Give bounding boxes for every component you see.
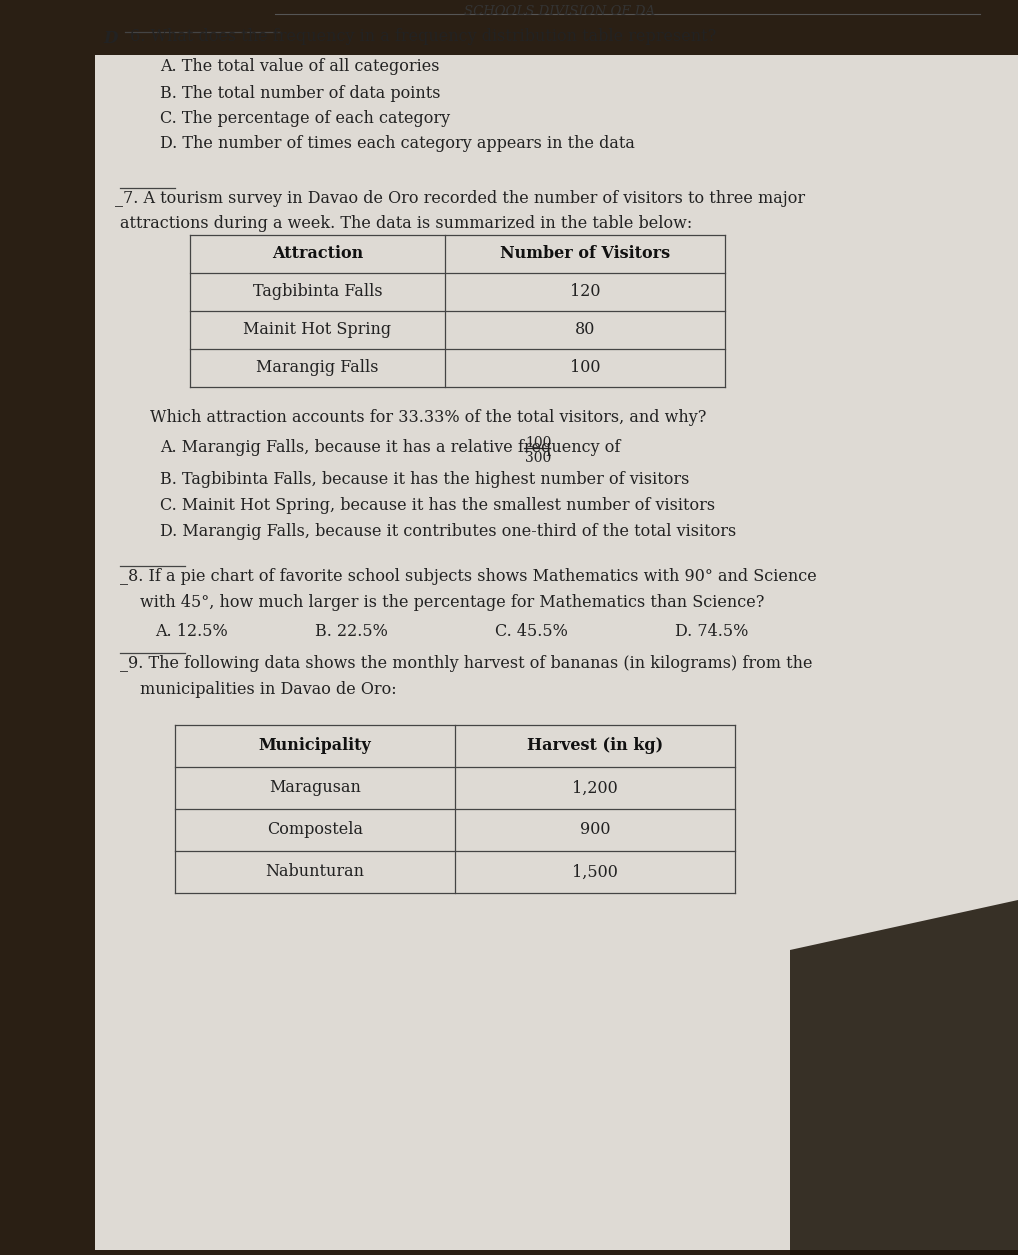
Text: Which attraction accounts for 33.33% of the total visitors, and why?: Which attraction accounts for 33.33% of …: [150, 409, 706, 425]
Text: D: D: [103, 30, 117, 46]
Text: Marangig Falls: Marangig Falls: [257, 359, 379, 376]
Text: C. Mainit Hot Spring, because it has the smallest number of visitors: C. Mainit Hot Spring, because it has the…: [160, 497, 715, 515]
Text: _7. A tourism survey in Davao de Oro recorded the number of visitors to three ma: _7. A tourism survey in Davao de Oro rec…: [115, 190, 805, 207]
Text: _9. The following data shows the monthly harvest of bananas (in kilograms) from : _9. The following data shows the monthly…: [120, 655, 812, 671]
Polygon shape: [790, 900, 1018, 1255]
Text: D. 74.5%: D. 74.5%: [675, 622, 748, 640]
Text: Attraction: Attraction: [272, 246, 363, 262]
Text: 300: 300: [525, 451, 552, 466]
Text: Maragusan: Maragusan: [269, 779, 361, 797]
Text: B. 22.5%: B. 22.5%: [315, 622, 388, 640]
Text: 100: 100: [525, 435, 552, 451]
Text: attractions during a week. The data is summarized in the table below:: attractions during a week. The data is s…: [120, 215, 692, 232]
Text: with 45°, how much larger is the percentage for Mathematics than Science?: with 45°, how much larger is the percent…: [140, 594, 765, 611]
Text: 1,200: 1,200: [572, 779, 618, 797]
Text: C. 45.5%: C. 45.5%: [495, 622, 568, 640]
Text: Municipality: Municipality: [259, 738, 372, 754]
Text: C. The percentage of each category: C. The percentage of each category: [160, 110, 450, 127]
Text: 120: 120: [570, 284, 601, 300]
Text: A. Marangig Falls, because it has a relative frequency of: A. Marangig Falls, because it has a rela…: [160, 439, 625, 456]
Text: municipalities in Davao de Oro:: municipalities in Davao de Oro:: [140, 681, 397, 698]
Text: 1,500: 1,500: [572, 863, 618, 881]
Text: A. 12.5%: A. 12.5%: [155, 622, 228, 640]
Text: Harvest (in kg): Harvest (in kg): [527, 738, 663, 754]
Text: Tagbibinta Falls: Tagbibinta Falls: [252, 284, 383, 300]
Text: Nabunturan: Nabunturan: [266, 863, 364, 881]
Text: 900: 900: [579, 822, 610, 838]
Text: A. The total value of all categories: A. The total value of all categories: [160, 58, 440, 75]
Text: Number of Visitors: Number of Visitors: [500, 246, 670, 262]
Text: B. Tagbibinta Falls, because it has the highest number of visitors: B. Tagbibinta Falls, because it has the …: [160, 471, 689, 488]
Text: Compostela: Compostela: [267, 822, 363, 838]
Text: _8. If a pie chart of favorite school subjects shows Mathematics with 90° and Sc: _8. If a pie chart of favorite school su…: [120, 569, 816, 585]
Text: 100: 100: [570, 359, 601, 376]
Text: Mainit Hot Spring: Mainit Hot Spring: [243, 321, 392, 339]
Text: 80: 80: [575, 321, 596, 339]
Text: D. Marangig Falls, because it contributes one-third of the total visitors: D. Marangig Falls, because it contribute…: [160, 523, 736, 540]
Text: 6. What does the frequency in a frequency distribution table represent?: 6. What does the frequency in a frequenc…: [130, 28, 717, 45]
Text: B. The total number of data points: B. The total number of data points: [160, 85, 441, 102]
Polygon shape: [95, 55, 1018, 1250]
Text: SCHOOLS DIVISION OF DA: SCHOOLS DIVISION OF DA: [464, 5, 656, 18]
Text: D. The number of times each category appears in the data: D. The number of times each category app…: [160, 136, 635, 152]
